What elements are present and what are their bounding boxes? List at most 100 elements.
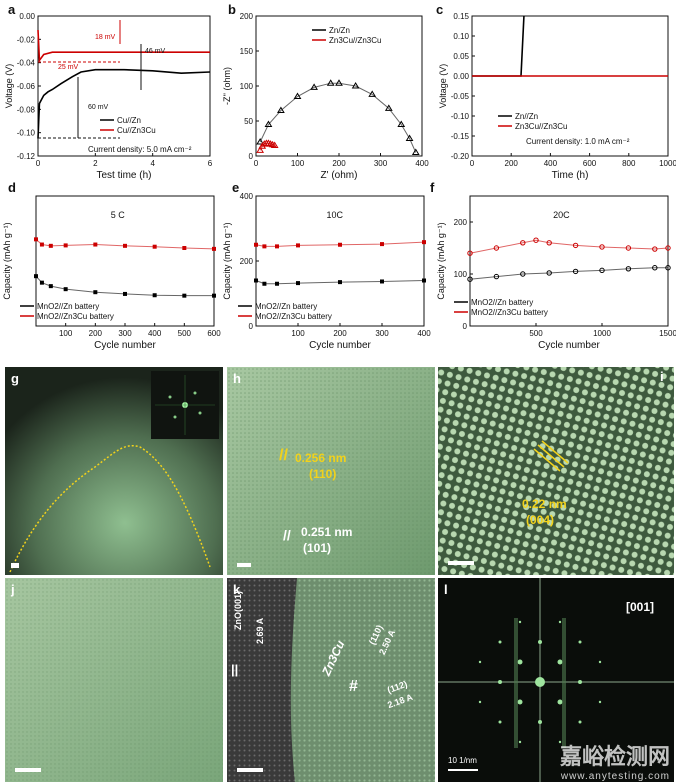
y-tick-label: 100: [454, 270, 468, 279]
y-axis-label: Voltage (V): [4, 64, 14, 109]
panel-letter-c: c: [436, 2, 444, 17]
data-point: [264, 120, 273, 127]
y-tick-label: -0.10: [451, 112, 470, 121]
x-tick-label: 100: [59, 329, 73, 338]
panel-letter-e: e: [232, 180, 240, 195]
data-point: [39, 280, 44, 285]
legend-label-1: Zn3Cu//Zn3Cu: [329, 36, 381, 45]
chart-e: 100 200 300 400 0 200 400 Cycle number Capacity …: [222, 192, 431, 351]
x-axis-label: Cycle number: [309, 340, 371, 351]
y-axis-label: Capacity (mAh g⁻¹): [222, 222, 232, 299]
micrograph-l: l [001] 10 1/nm: [438, 578, 674, 782]
panel-letter-l: l: [444, 582, 448, 597]
data-point: [338, 280, 342, 285]
data-point: [275, 244, 279, 249]
panel-letter-k: k: [233, 582, 241, 597]
x-tick-label: 0: [36, 159, 41, 168]
x-tick-label: 300: [375, 329, 389, 338]
data-point: [63, 287, 68, 292]
zno-d-label: 2.69 A: [255, 617, 265, 644]
data-point: [93, 242, 98, 247]
data-point: [652, 246, 658, 252]
chart-f: 500 1000 1500 0 100 200 Cycle number Capacity (…: [436, 195, 676, 351]
data-point: [467, 250, 473, 256]
annotation-current-density-c: Current density: 1.0 mA cm⁻²: [526, 137, 630, 146]
x-tick-label: 600: [207, 329, 221, 338]
data-point: [411, 148, 420, 155]
x-tick-label: 200: [89, 329, 103, 338]
series-line-1: [469, 239, 669, 254]
data-point: [34, 237, 38, 242]
annotation-18mv: 18 mV: [95, 34, 116, 41]
data-point: [599, 267, 605, 274]
data-point: [368, 90, 377, 97]
x-axis-label: Time (h): [552, 170, 589, 181]
plane-label-h1: (110): [309, 467, 337, 481]
y-tick-label: 0: [249, 322, 254, 331]
x-tick-label: 100: [291, 329, 305, 338]
x-tick-label: 400: [148, 329, 162, 338]
micrograph-j: j: [5, 578, 223, 782]
legend-label-0: MnO2//Zn battery: [471, 298, 533, 307]
x-tick-label: 1000: [593, 329, 611, 338]
data-point: [262, 281, 267, 286]
plane-label-h2: (101): [303, 541, 332, 555]
y-tick-label: -0.10: [17, 129, 36, 138]
data-point: [665, 265, 671, 271]
y-tick-label: 200: [240, 257, 254, 266]
x-tick-label: 200: [505, 159, 519, 168]
legend-label-1: MnO2//Zn3Cu battery: [37, 312, 114, 321]
data-point: [277, 106, 285, 113]
y-tick-label: -0.20: [451, 152, 470, 161]
x-tick-label: 1500: [659, 329, 676, 338]
data-point: [520, 271, 526, 277]
plot-frame: [469, 195, 669, 327]
annotation-25mv: 25 mV: [58, 64, 79, 71]
data-point: [405, 134, 414, 141]
lattice-mark-h2: //: [283, 527, 291, 543]
data-point: [182, 293, 187, 298]
data-point: [34, 274, 38, 279]
data-point: [625, 266, 632, 272]
data-point: [520, 240, 526, 246]
micrograph-i: i 0.22 nm (004): [438, 367, 674, 575]
micrograph-h: h // 0.256 nm (110) // 0.251 nm (101): [227, 367, 435, 575]
data-point: [182, 246, 187, 250]
y-tick-label: -0.15: [451, 132, 470, 141]
data-point: [380, 279, 384, 284]
legend-label-1: Zn3Cu//Zn3Cu: [515, 122, 567, 131]
y-axis-label: -Z'' (ohm): [222, 67, 232, 105]
y-tick-label: -0.04: [17, 59, 36, 68]
x-tick-label: 300: [374, 159, 388, 168]
data-point: [296, 281, 300, 286]
panel-letter-i: i: [660, 369, 664, 384]
data-point: [533, 237, 539, 243]
data-point: [572, 268, 579, 275]
data-point: [296, 243, 300, 248]
legend-label-1: Cu//Zn3Cu: [117, 126, 156, 135]
y-tick-label: 0.15: [453, 12, 469, 21]
chart-d: 100 200 300 400 500 600 Cycle number Capacity (…: [2, 195, 221, 351]
scale-bar-label: 10 1/nm: [448, 756, 477, 765]
annotation-46mv: 46 mV: [145, 48, 166, 55]
data-point: [335, 79, 343, 86]
y-tick-label: 0.00: [453, 72, 469, 81]
data-point: [212, 293, 216, 298]
data-point: [212, 246, 216, 251]
data-point: [254, 242, 258, 247]
x-axis-label: Z' (ohm): [321, 170, 358, 181]
data-point: [625, 245, 632, 251]
data-point: [123, 291, 127, 296]
data-point: [48, 243, 53, 248]
data-point: [384, 104, 393, 111]
legend-label-1: MnO2//Zn3Cu battery: [471, 308, 548, 317]
chart-c: 0 200 400 600 800 1000 0.15 0.10 0.05 0.00 -0.05 -0…: [438, 12, 676, 181]
series-line-0: [469, 267, 668, 280]
zone-axis-label: [001]: [626, 600, 655, 614]
y-tick-label: 200: [240, 12, 254, 21]
data-point: [39, 242, 44, 247]
data-point: [422, 240, 426, 245]
y-tick-label: 0.05: [453, 52, 469, 61]
y-tick-label: -0.05: [451, 92, 470, 101]
x-tick-label: 200: [332, 159, 346, 168]
